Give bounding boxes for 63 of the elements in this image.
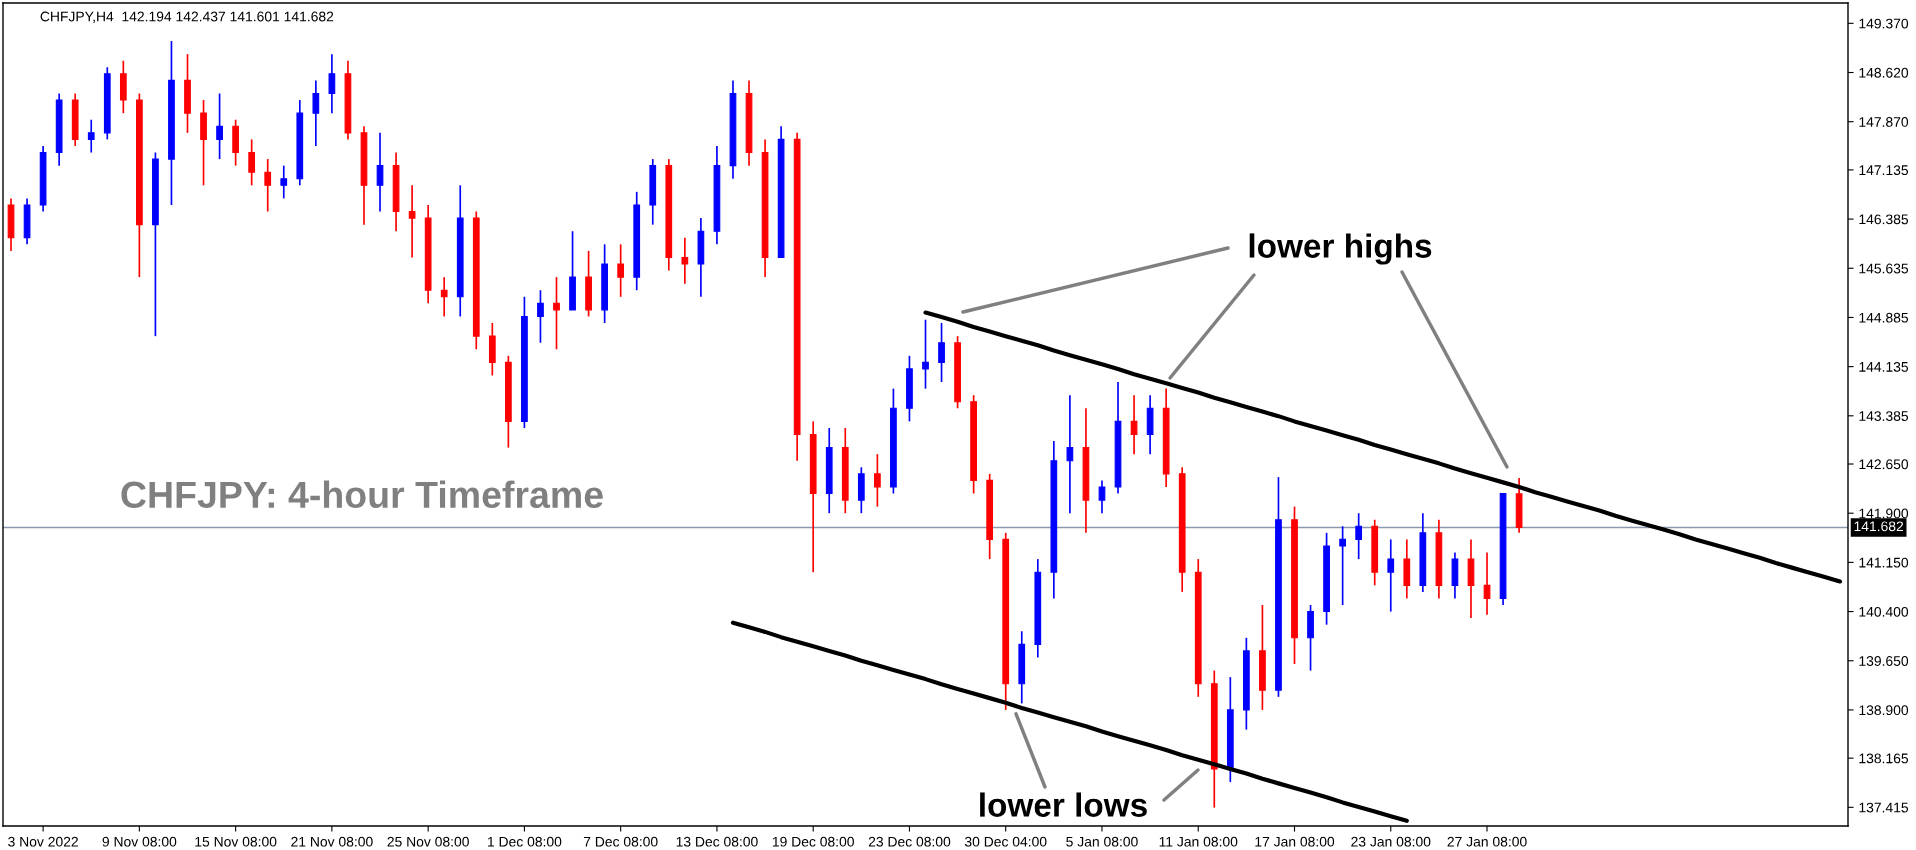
annotation: CHFJPY: 4-hour Timeframe bbox=[121, 480, 603, 509]
candlestick bbox=[617, 243, 625, 298]
x-tick-label: 3 Nov 2022 bbox=[8, 836, 78, 847]
x-tick-label: 9 Nov 08:00 bbox=[102, 836, 177, 847]
line-series bbox=[923, 310, 1843, 584]
candlestick bbox=[681, 236, 689, 285]
y-tick-label: 137.415 bbox=[1859, 802, 1909, 813]
x-tick-label: 1 Dec 08:00 bbox=[488, 836, 562, 847]
candlestick bbox=[537, 289, 544, 344]
candlestick bbox=[1387, 538, 1395, 613]
ref-line-label: 141.682 bbox=[1854, 521, 1904, 532]
text: CHFJPY,H4 142.194 142.437 141.601 141.682 bbox=[40, 11, 334, 24]
x-tick-label: 7 Dec 08:00 bbox=[583, 836, 658, 847]
candlestick bbox=[922, 318, 929, 390]
candlestick bbox=[874, 453, 881, 508]
x-tick-label: 23 Dec 08:00 bbox=[868, 836, 951, 847]
y-tick-label: 146.385 bbox=[1859, 214, 1909, 225]
y-tick-label: 147.135 bbox=[1859, 165, 1909, 176]
candlestick bbox=[248, 138, 256, 187]
x-tick-label: 27 Jan 08:00 bbox=[1447, 836, 1527, 847]
y-tick-label: 143.385 bbox=[1859, 411, 1909, 421]
x-tick-label: 21 Nov 08:00 bbox=[291, 836, 373, 847]
candlestick bbox=[264, 158, 272, 213]
y-tick-label: 144.885 bbox=[1859, 312, 1909, 323]
candlestick bbox=[216, 92, 223, 160]
annotation: lower lows bbox=[980, 792, 1147, 817]
annotation: lower highs bbox=[1249, 233, 1432, 265]
x-tick-label: 25 Nov 08:00 bbox=[387, 836, 469, 847]
y-tick-label: 141.900 bbox=[1859, 508, 1909, 519]
candlestick bbox=[87, 118, 95, 154]
x-tick-label: 23 Jan 08:00 bbox=[1351, 836, 1431, 847]
candlestick bbox=[280, 164, 288, 200]
candlestick bbox=[376, 132, 384, 213]
x-tick-label: 17 Jan 08:00 bbox=[1255, 836, 1335, 847]
x-tick-label: 11 Jan 08:00 bbox=[1159, 836, 1238, 847]
candlestick bbox=[1339, 525, 1346, 606]
line-series bbox=[730, 620, 1409, 823]
y-tick-label: 149.370 bbox=[1859, 18, 1909, 29]
y-tick-label: 138.900 bbox=[1859, 705, 1909, 716]
y-tick-label: 148.620 bbox=[1859, 67, 1909, 78]
candlestick bbox=[553, 276, 560, 351]
x-tick-label: 13 Dec 08:00 bbox=[676, 836, 758, 847]
y-tick-label: 147.870 bbox=[1859, 117, 1909, 127]
x-tick-label: 19 Dec 08:00 bbox=[772, 836, 854, 847]
candlestick bbox=[1066, 394, 1074, 515]
candlestick bbox=[408, 184, 416, 259]
y-tick-label: 144.135 bbox=[1859, 361, 1909, 372]
candlestick bbox=[440, 276, 448, 318]
y-tick-label: 145.635 bbox=[1859, 263, 1909, 274]
y-tick-label: 138.165 bbox=[1859, 753, 1909, 764]
y-tick-label: 141.150 bbox=[1859, 557, 1909, 568]
x-tick-label: 5 Jan 08:00 bbox=[1066, 836, 1138, 847]
candlestick bbox=[312, 79, 320, 147]
x-tick-label: 15 Nov 08:00 bbox=[195, 836, 277, 847]
y-tick-label: 140.400 bbox=[1859, 606, 1909, 617]
candlestick bbox=[1130, 394, 1138, 456]
candlestick bbox=[1098, 479, 1106, 515]
candlestick bbox=[1355, 512, 1363, 560]
candlestick bbox=[328, 53, 336, 115]
x-tick-label: 30 Dec 04:00 bbox=[964, 836, 1047, 847]
candlestick bbox=[938, 322, 945, 383]
y-tick-label: 142.650 bbox=[1859, 459, 1909, 470]
y-tick-label: 139.650 bbox=[1859, 656, 1909, 666]
